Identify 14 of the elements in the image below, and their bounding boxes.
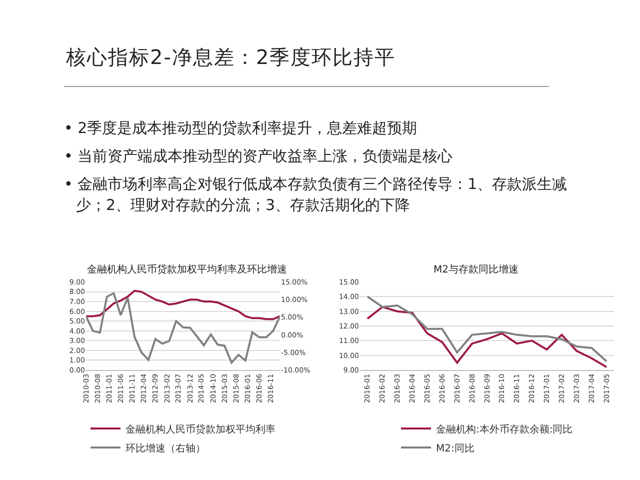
text: • 2季度是成本推动型的贷款利率提升，息差难超预期 (64, 118, 418, 139)
legend-label: 金融机构:本外币存款余额:同比 (436, 423, 573, 436)
text: • 当前资产端成本推动型的资产收益率上涨，负债端是核心 (64, 146, 454, 167)
legend-label: 环比增速（右轴） (126, 442, 206, 454)
line-series (86, 290, 280, 320)
line-series (366, 296, 608, 362)
text: • 金融市场利率高企对银行低成本存款负债有三个路径传导：1、存款派生减少；2、理财对存款的分流；3、存款活期化的下降 (64, 174, 568, 216)
line-series (366, 306, 608, 368)
chart-title: M2与存款同比增速 (434, 263, 518, 276)
legend-label: M2:同比 (436, 442, 474, 454)
legend-label: 金融机构人民币贷款加权平均利率 (126, 423, 276, 436)
text: 核心指标2-净息差：2季度环比持平 (66, 44, 396, 71)
chart-title: 金融机构人民币贷款加权平均利率及环比增速 (87, 263, 287, 276)
line-series (86, 292, 280, 364)
